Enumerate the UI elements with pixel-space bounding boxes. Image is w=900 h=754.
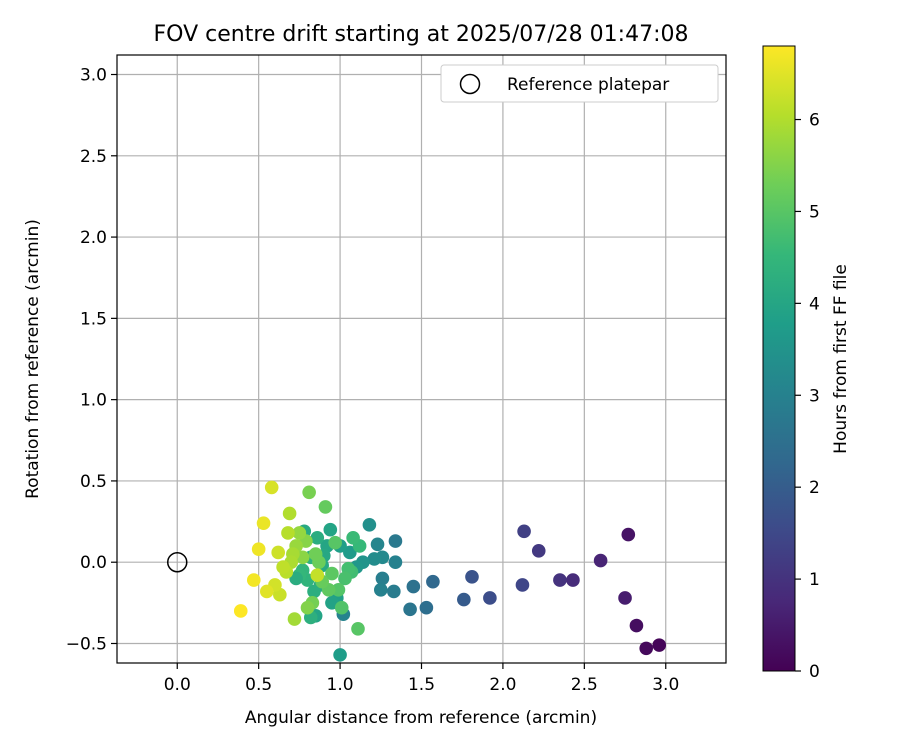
y-tick-label: 2.0 <box>80 228 107 248</box>
data-point <box>621 527 636 542</box>
y-tick-label: 0.5 <box>80 472 107 492</box>
data-point <box>426 574 440 589</box>
data-point <box>323 522 338 537</box>
data-point <box>346 531 360 545</box>
x-axis-label: Angular distance from reference (arcmin) <box>245 708 597 728</box>
colorbar-tick-label: 0 <box>809 662 820 682</box>
y-tick-label: 3.0 <box>80 66 107 86</box>
colorbar-tick-label: 2 <box>809 478 820 498</box>
data-point <box>483 591 497 605</box>
data-point <box>406 579 421 594</box>
data-point <box>403 602 417 617</box>
data-point <box>328 535 342 550</box>
y-axis-label: Rotation from reference (arcmin) <box>23 219 43 499</box>
y-tick-label: 0.0 <box>80 553 107 573</box>
data-point <box>310 568 325 583</box>
y-tick-label: 2.5 <box>80 147 107 167</box>
data-point <box>334 600 349 615</box>
data-point <box>256 516 271 530</box>
data-point <box>289 571 303 586</box>
data-point <box>307 584 321 599</box>
data-point <box>419 600 434 615</box>
data-point <box>515 578 530 592</box>
data-point <box>639 641 654 656</box>
data-point <box>264 480 279 495</box>
data-point <box>343 545 357 560</box>
data-point <box>517 524 531 539</box>
data-point <box>246 573 261 587</box>
y-tick-label: 1.0 <box>80 391 107 411</box>
data-point <box>618 591 632 605</box>
data-point <box>367 552 382 566</box>
data-point <box>457 592 471 607</box>
data-point <box>331 583 346 597</box>
data-point <box>302 485 316 500</box>
data-point <box>553 573 567 587</box>
data-point <box>370 537 385 552</box>
colorbar-label: Hours from first FF file <box>831 264 851 454</box>
chart-title: FOV centre drift starting at 2025/07/28 … <box>154 22 689 47</box>
grid <box>117 55 726 663</box>
data-point <box>310 531 325 545</box>
data-point <box>251 542 266 557</box>
legend-reference-marker <box>459 73 481 95</box>
data-point <box>375 571 390 586</box>
data-point <box>260 584 274 599</box>
x-tick-label: 1.0 <box>327 675 354 695</box>
colorbar-tick-label: 6 <box>809 111 820 131</box>
colorbar-tick-label: 1 <box>809 570 820 590</box>
x-axis-ticks: 0.0 0.5 1.0 1.5 2.0 2.5 3.0 <box>164 663 679 695</box>
colorbar-gradient <box>762 45 796 672</box>
data-point <box>271 545 286 560</box>
y-tick-label: 1.5 <box>80 309 107 329</box>
data-point <box>282 506 297 521</box>
data-point <box>325 566 339 581</box>
colorbar-tick-label: 3 <box>809 386 820 406</box>
data-point <box>362 518 377 532</box>
legend-entry-reference: Reference platepar <box>507 75 669 95</box>
data-point <box>276 560 290 574</box>
data-point <box>387 584 401 599</box>
data-point <box>287 612 302 626</box>
data-point <box>281 526 295 540</box>
data-point <box>292 526 307 540</box>
data-point <box>465 570 479 584</box>
x-tick-label: 1.5 <box>408 675 435 695</box>
x-tick-label: 0.0 <box>164 675 191 695</box>
reference-marker <box>166 551 188 573</box>
colorbar-tick-label: 5 <box>809 202 820 222</box>
data-point <box>593 553 608 568</box>
data-point <box>333 648 347 662</box>
x-tick-label: 2.5 <box>571 675 598 695</box>
data-point <box>652 638 667 652</box>
x-tick-label: 2.0 <box>489 675 516 695</box>
data-point <box>338 571 352 586</box>
x-tick-label: 3.0 <box>652 675 679 695</box>
legend-box <box>440 64 719 103</box>
reference-platepar-marker <box>166 551 188 573</box>
data-point <box>300 600 315 615</box>
data-point <box>233 604 248 618</box>
data-point <box>318 500 333 514</box>
data-point <box>629 618 644 633</box>
colorbar-tick-label: 4 <box>809 294 820 314</box>
x-tick-label: 0.5 <box>245 675 272 695</box>
colorbar-ticks: 0 1 2 3 4 5 6 <box>795 111 820 682</box>
data-point <box>388 555 403 570</box>
y-axis-ticks: −0.5 0.0 0.5 1.0 1.5 2.0 2.5 3.0 <box>66 66 117 654</box>
data-point <box>308 547 323 561</box>
scatter-points <box>233 480 667 662</box>
data-point <box>388 534 403 548</box>
colorbar: 0 1 2 3 4 5 6 Hours from first FF file <box>762 45 851 682</box>
data-point <box>566 573 580 587</box>
y-tick-label: −0.5 <box>66 634 107 654</box>
legend: Reference platepar <box>440 64 719 103</box>
data-point <box>531 544 546 558</box>
data-point <box>373 583 388 597</box>
data-point <box>351 622 365 636</box>
